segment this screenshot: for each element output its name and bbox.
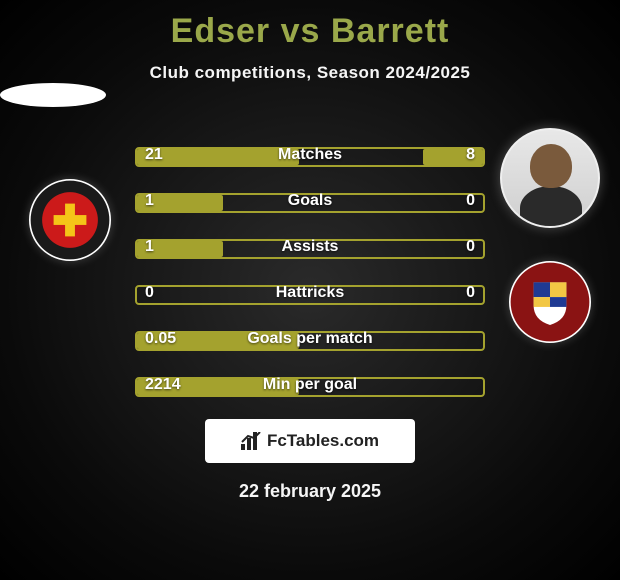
brand-label: FcTables.com (267, 431, 379, 451)
player-right-avatar (500, 128, 600, 228)
club-crest-right (509, 261, 591, 343)
date-label: 22 february 2025 (0, 481, 620, 502)
stat-row: 218Matches (135, 143, 485, 171)
stat-label: Hattricks (135, 284, 485, 302)
page-title: Edser vs Barrett (0, 0, 620, 51)
stat-label: Goals (135, 192, 485, 210)
stat-label: Min per goal (135, 376, 485, 394)
stat-row: 0.05Goals per match (135, 327, 485, 355)
stat-label: Assists (135, 238, 485, 256)
stat-label: Goals per match (135, 330, 485, 348)
brand-icon (241, 432, 261, 450)
player-left-avatar (0, 83, 106, 107)
subtitle: Club competitions, Season 2024/2025 (0, 63, 620, 83)
stat-row: 10Assists (135, 235, 485, 263)
stat-label: Matches (135, 146, 485, 164)
brand-badge[interactable]: FcTables.com (205, 419, 415, 463)
stat-row: 10Goals (135, 189, 485, 217)
stat-row: 00Hattricks (135, 281, 485, 309)
stat-row: 2214Min per goal (135, 373, 485, 401)
stats-container: 218Matches 10Goals 10Assists 00Hattricks 0.0… (135, 143, 485, 401)
club-crest-left (29, 179, 111, 261)
